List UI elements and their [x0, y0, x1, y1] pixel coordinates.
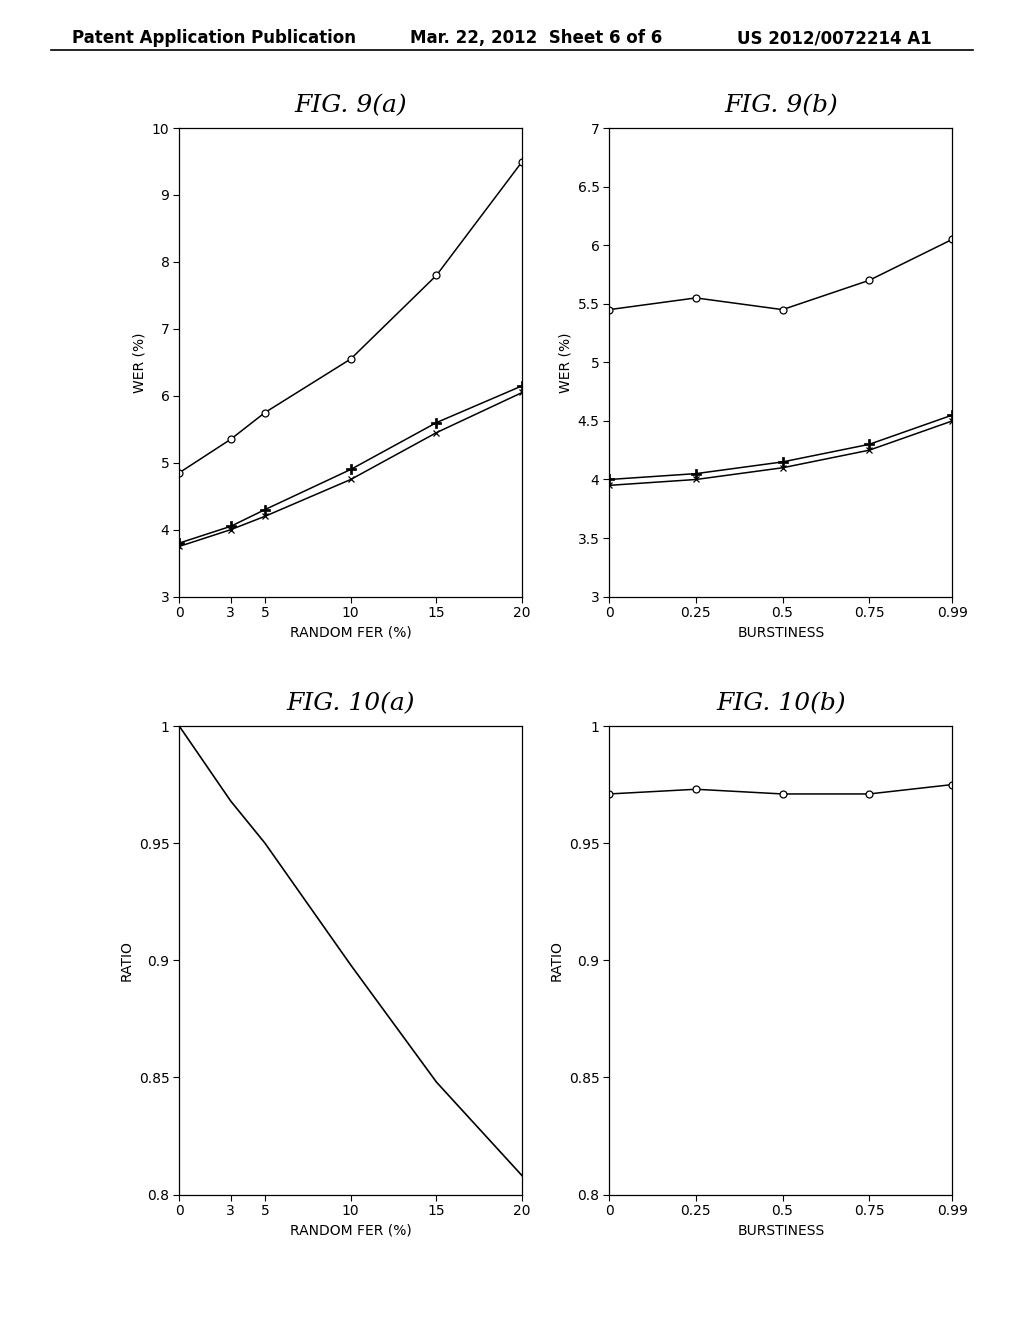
Text: FIG. 10(a): FIG. 10(a)	[287, 693, 415, 715]
Text: FIG. 9(a): FIG. 9(a)	[295, 95, 407, 117]
Y-axis label: RATIO: RATIO	[119, 940, 133, 981]
Y-axis label: WER (%): WER (%)	[558, 333, 572, 392]
X-axis label: RANDOM FER (%): RANDOM FER (%)	[290, 1224, 412, 1238]
Text: Mar. 22, 2012  Sheet 6 of 6: Mar. 22, 2012 Sheet 6 of 6	[410, 29, 662, 48]
Y-axis label: WER (%): WER (%)	[132, 333, 146, 392]
X-axis label: RANDOM FER (%): RANDOM FER (%)	[290, 626, 412, 640]
Y-axis label: RATIO: RATIO	[549, 940, 563, 981]
Text: US 2012/0072214 A1: US 2012/0072214 A1	[737, 29, 932, 48]
Text: Patent Application Publication: Patent Application Publication	[72, 29, 355, 48]
Text: FIG. 9(b): FIG. 9(b)	[724, 95, 838, 117]
X-axis label: BURSTINESS: BURSTINESS	[737, 1224, 824, 1238]
Text: FIG. 10(b): FIG. 10(b)	[716, 693, 846, 715]
X-axis label: BURSTINESS: BURSTINESS	[737, 626, 824, 640]
